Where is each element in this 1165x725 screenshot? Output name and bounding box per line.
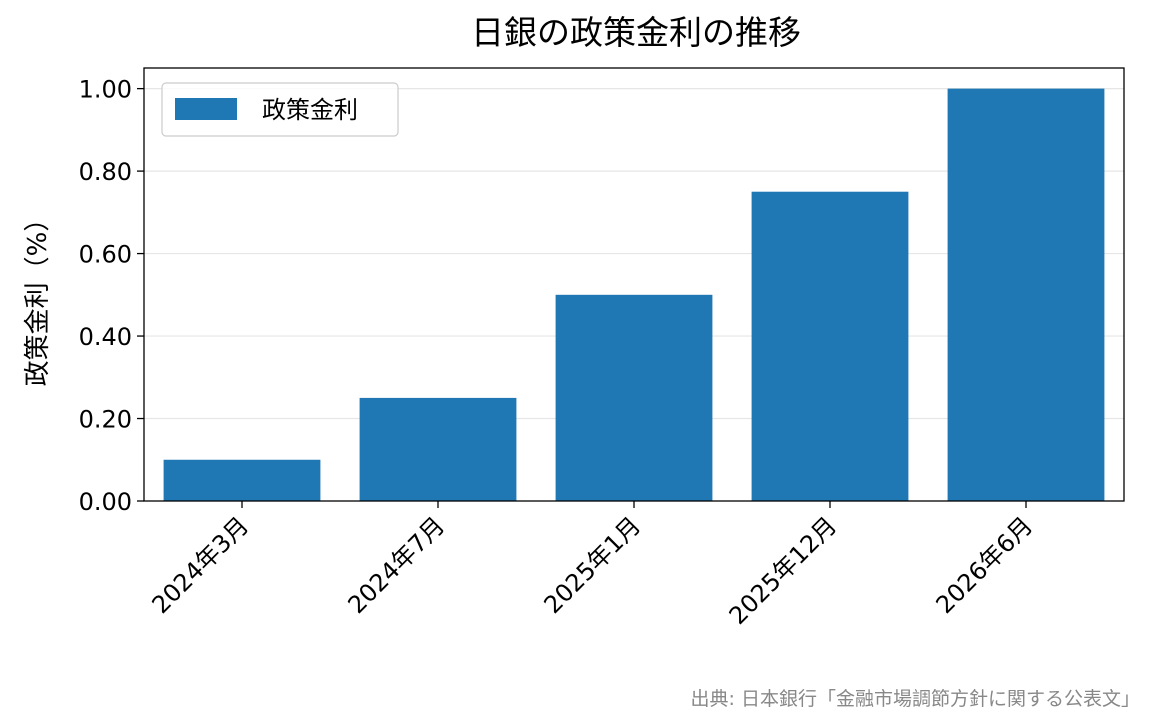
x-tick-label: 2024年7月 bbox=[343, 511, 451, 619]
y-tick-label: 0.40 bbox=[79, 323, 132, 351]
source-note: 出典: 日本銀行「金融市場調節方針に関する公表文」 bbox=[691, 688, 1140, 710]
y-tick-label: 0.60 bbox=[79, 241, 132, 269]
y-axis-label: 政策金利（%） bbox=[23, 206, 53, 387]
y-tick-label: 1.00 bbox=[79, 76, 132, 104]
y-axis-ticks: 0.00 0.20 0.40 0.60 0.80 1.00 bbox=[79, 76, 144, 516]
x-axis-ticks: 2024年3月 2024年7月 2025年1月 2025年12月 2026年6月 bbox=[147, 501, 1039, 630]
bar bbox=[555, 294, 713, 501]
x-tick-label: 2024年3月 bbox=[147, 511, 255, 619]
y-tick-label: 0.20 bbox=[79, 406, 132, 434]
y-tick-label: 0.80 bbox=[79, 158, 132, 186]
legend: 政策金利 bbox=[161, 82, 399, 137]
x-tick-label: 2026年6月 bbox=[931, 511, 1039, 619]
y-tick-label: 0.00 bbox=[79, 488, 132, 516]
bar bbox=[751, 191, 909, 501]
legend-label: 政策金利 bbox=[262, 96, 358, 124]
x-tick-label: 2025年12月 bbox=[724, 511, 843, 630]
legend-box bbox=[161, 82, 399, 137]
chart-title: 日銀の政策金利の推移 bbox=[471, 13, 801, 52]
bar bbox=[359, 397, 517, 501]
x-tick-label: 2025年1月 bbox=[539, 511, 647, 619]
bar-series bbox=[163, 88, 1105, 501]
bar bbox=[947, 88, 1105, 501]
legend-swatch bbox=[175, 98, 237, 120]
bar bbox=[163, 459, 321, 501]
